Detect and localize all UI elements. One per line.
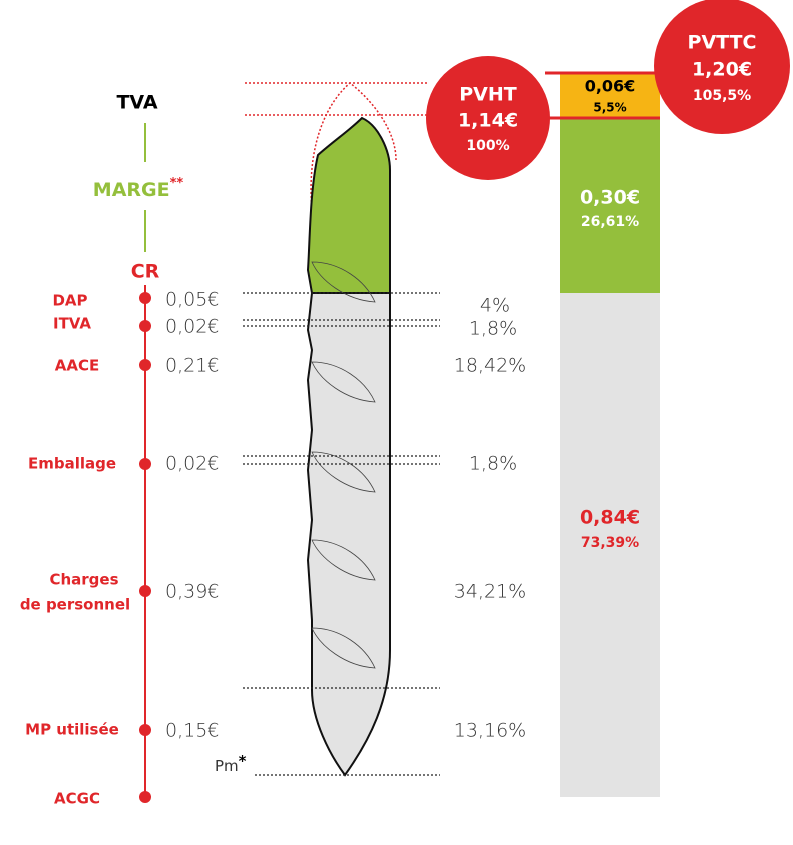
pvht-percent: 100% xyxy=(466,138,509,154)
cost-label: DAP xyxy=(52,292,87,310)
bar-marge-amount: 0,30€ xyxy=(580,187,640,209)
cost-label: de personnel xyxy=(20,596,130,614)
cost-amount: 0,02€ xyxy=(165,316,219,338)
bar-cr-percent: 73,39% xyxy=(581,535,639,551)
cost-percent: 13,16% xyxy=(454,720,526,742)
cost-label: AACE xyxy=(55,357,99,375)
cost-amount: 0,02€ xyxy=(165,453,219,475)
infographic: 0,06€ 5,5% 0,30€ 26,61% 0,84€ 73,39% PVT… xyxy=(0,0,793,841)
bar-marge-percent: 26,61% xyxy=(581,214,639,230)
bar-tva-percent: 5,5% xyxy=(593,101,626,115)
pm-text: Pm xyxy=(215,757,239,775)
marge-note: ** xyxy=(170,176,184,191)
pvttc-title: PVTTC xyxy=(688,32,757,54)
cost-amount: 0,21€ xyxy=(165,355,219,377)
cost-percent: 34,21% xyxy=(454,581,526,603)
bar-cr-amount: 0,84€ xyxy=(580,507,640,529)
cost-amount: 0,39€ xyxy=(165,581,219,603)
cost-amount: 0,05€ xyxy=(165,289,219,311)
pvttc-percent: 105,5% xyxy=(693,88,751,104)
marge-text: MARGE xyxy=(93,179,170,201)
cost-percent: 1,8% xyxy=(469,453,517,475)
pm-label: Pm* xyxy=(215,752,247,775)
pm-note: * xyxy=(239,752,247,770)
cost-label: Charges xyxy=(49,571,118,589)
baguette-cr xyxy=(308,293,390,775)
cost-label: Emballage xyxy=(28,455,116,473)
bar-tva-amount: 0,06€ xyxy=(585,77,636,96)
pvht-title: PVHT xyxy=(459,84,517,106)
pvht-amount: 1,14€ xyxy=(458,110,518,132)
cost-label: ITVA xyxy=(53,315,91,333)
cost-percent: 1,8% xyxy=(469,318,517,340)
pvttc-amount: 1,20€ xyxy=(692,59,752,81)
cost-label: ACGC xyxy=(54,790,100,808)
cost-amount: 0,15€ xyxy=(165,720,219,742)
marge-label: MARGE** xyxy=(93,176,184,201)
tva-label: TVA xyxy=(116,92,157,114)
cr-label: CR xyxy=(131,261,160,283)
cost-percent: 4% xyxy=(480,295,510,317)
cost-percent: 18,42% xyxy=(454,355,526,377)
cost-label: MP utilisée xyxy=(25,721,119,739)
baguette-marge xyxy=(308,118,390,293)
